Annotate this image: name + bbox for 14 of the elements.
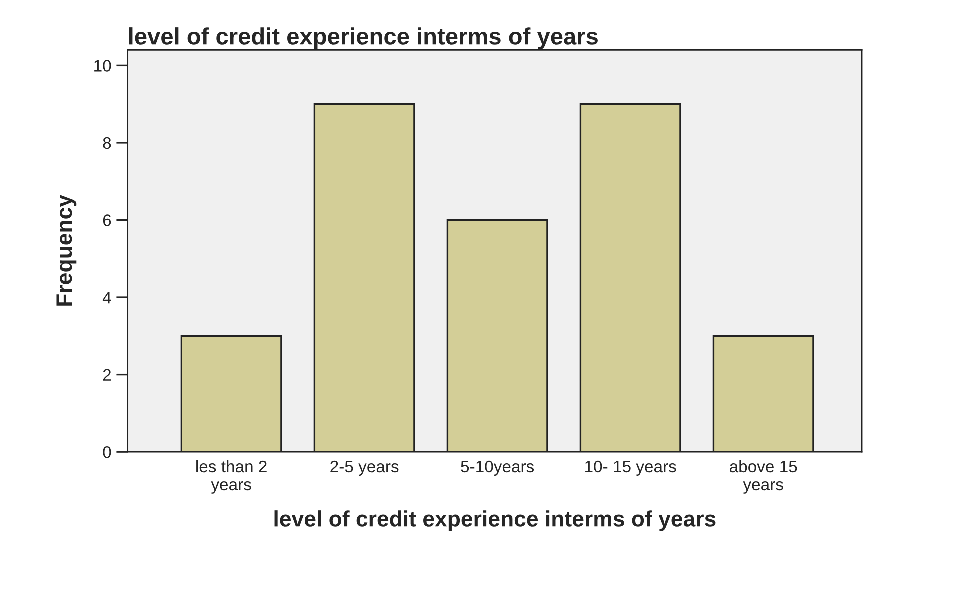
chart-title: level of credit experience interms of years xyxy=(129,28,598,50)
y-tick-label: 8 xyxy=(103,137,112,150)
y-tick-label: 2 xyxy=(103,369,112,381)
x-tick-label: 10- 15 years xyxy=(586,460,676,476)
x-tick-label: 5-10years xyxy=(461,460,534,476)
y-tick-label: 10 xyxy=(94,60,112,72)
x-axis-title: level of credit experience interms of years xyxy=(274,510,716,532)
x-tick-label: 2-5 years xyxy=(330,460,399,476)
y-tick-label: 4 xyxy=(102,292,112,304)
x-tick-label: les than 2 years xyxy=(196,460,267,494)
y-tick-label: 0 xyxy=(103,446,112,458)
x-tick-label: above 15 years xyxy=(730,460,798,494)
y-tick-label: 6 xyxy=(103,214,112,226)
y-axis-title: Frequency xyxy=(56,195,77,306)
